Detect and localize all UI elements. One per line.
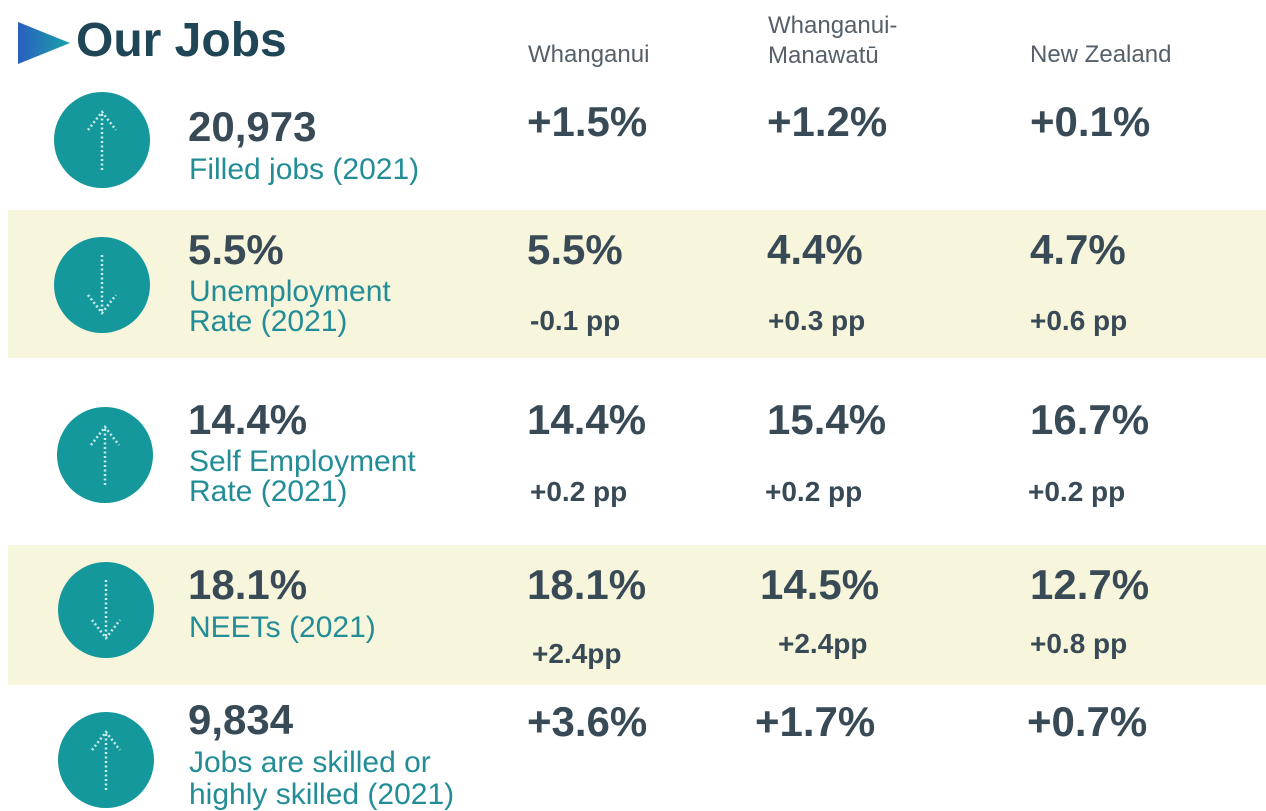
trend-icon — [58, 562, 154, 658]
cell-change: +0.8 pp — [1030, 628, 1128, 659]
cell-value: +1.7% — [755, 698, 876, 745]
row-band — [8, 545, 1266, 685]
icon-circle — [54, 237, 150, 333]
row-value: 18.1% — [188, 561, 308, 608]
cell-value: +1.5% — [527, 98, 648, 145]
column-header: Manawatū — [768, 42, 879, 69]
column-header: Whanganui- — [768, 12, 898, 39]
cell-value: +0.1% — [1030, 98, 1151, 145]
cell-change: +0.2 pp — [765, 476, 863, 507]
cell-value: 14.5% — [760, 561, 880, 608]
row-value: 9,834 — [188, 696, 294, 743]
cell-value: 18.1% — [527, 561, 647, 608]
cell-change: +0.3 pp — [768, 305, 866, 336]
arrow-head — [91, 619, 121, 641]
cell-change: +0.6 pp — [1030, 305, 1128, 336]
icon-circle — [58, 562, 154, 658]
row-label: NEETs (2021) — [189, 611, 376, 644]
row-label: Unemployment — [189, 275, 391, 308]
cell-change: +2.4pp — [778, 628, 868, 659]
icon-circle — [58, 712, 154, 808]
title-marker — [18, 22, 70, 64]
arrow-head — [87, 294, 117, 316]
cell-value: 12.7% — [1030, 561, 1150, 608]
row-label: highly skilled (2021) — [189, 778, 455, 811]
cell-value: 14.4% — [527, 396, 647, 443]
cell-change: +0.2 pp — [530, 476, 628, 507]
trend-icon — [57, 407, 153, 503]
title: Our Jobs — [76, 14, 287, 67]
icon-circle — [57, 407, 153, 503]
arrow-head — [90, 424, 120, 446]
cell-value: 4.7% — [1030, 226, 1126, 273]
column-header: Whanganui — [528, 41, 650, 68]
cell-change: +0.2 pp — [1028, 476, 1126, 507]
column-header: New Zealand — [1030, 41, 1172, 68]
row-band — [8, 210, 1266, 358]
trend-icon — [54, 92, 150, 188]
cell-value: +0.7% — [1027, 698, 1148, 745]
cell-value: 4.4% — [767, 226, 863, 273]
cell-value: 15.4% — [767, 396, 887, 443]
row-value: 5.5% — [188, 226, 284, 273]
row-label: Rate (2021) — [189, 475, 348, 508]
cell-value: +1.2% — [767, 98, 888, 145]
trend-icon — [58, 712, 154, 808]
cell-value: +3.6% — [527, 698, 648, 745]
icon-circle — [54, 92, 150, 188]
row-label: Self Employment — [189, 445, 416, 478]
cell-value: 16.7% — [1030, 396, 1150, 443]
row-label: Jobs are skilled or — [189, 746, 431, 779]
arrow-head — [91, 729, 121, 751]
row-label: Rate (2021) — [189, 305, 348, 338]
arrow-head — [87, 109, 117, 131]
trend-icon — [54, 237, 150, 333]
row-label: Filled jobs (2021) — [189, 153, 420, 186]
row-value: 20,973 — [188, 103, 317, 150]
cell-change: +2.4pp — [532, 638, 622, 669]
row-value: 14.4% — [188, 396, 308, 443]
cell-change: -0.1 pp — [530, 305, 621, 336]
cell-value: 5.5% — [527, 226, 623, 273]
